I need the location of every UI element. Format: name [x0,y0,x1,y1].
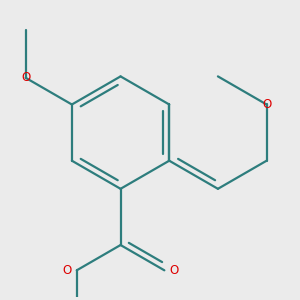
Text: O: O [21,71,30,84]
Text: O: O [262,98,271,111]
Text: O: O [170,264,179,277]
Text: O: O [62,264,71,277]
